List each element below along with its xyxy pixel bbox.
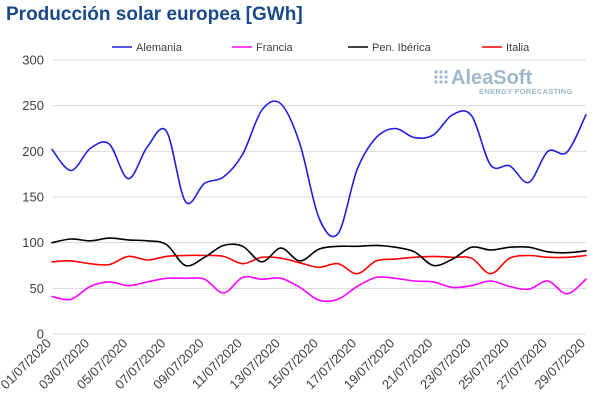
watermark-tagline: ENERGY FORECASTING [479,87,573,96]
x-axis-ticks: 01/07/202003/07/202005/07/202007/07/2020… [0,336,588,393]
legend-label: Italia [506,42,530,54]
series-line-italia [51,254,587,275]
y-tick-label: 0 [37,327,44,342]
series-line-alemania [51,100,587,238]
watermark-brand: AleaSoft [451,67,532,89]
series-line-pen-iberica [51,237,587,267]
legend-label: Alemania [136,42,183,54]
gridlines [52,59,586,335]
series-line-francia [51,275,587,303]
chart-title: Producción solar europea [GWh] [6,4,303,25]
y-tick-label: 200 [22,144,44,159]
aleasoft-logo-icon [434,70,448,84]
y-tick-label: 150 [22,190,44,205]
legend: Alemania Francia Pen. Ibérica Italia [112,42,530,54]
y-tick-label: 100 [22,235,44,250]
y-tick-label: 300 [22,53,44,68]
series-lines [51,100,587,303]
legend-label: Pen. Ibérica [372,42,432,54]
y-tick-label: 50 [30,281,44,296]
watermark: AleaSoft ENERGY FORECASTING [434,67,572,96]
y-axis-ticks: 0 50 100 150 200 250 300 [22,53,44,342]
legend-label: Francia [256,42,294,54]
y-tick-label: 250 [22,98,44,113]
